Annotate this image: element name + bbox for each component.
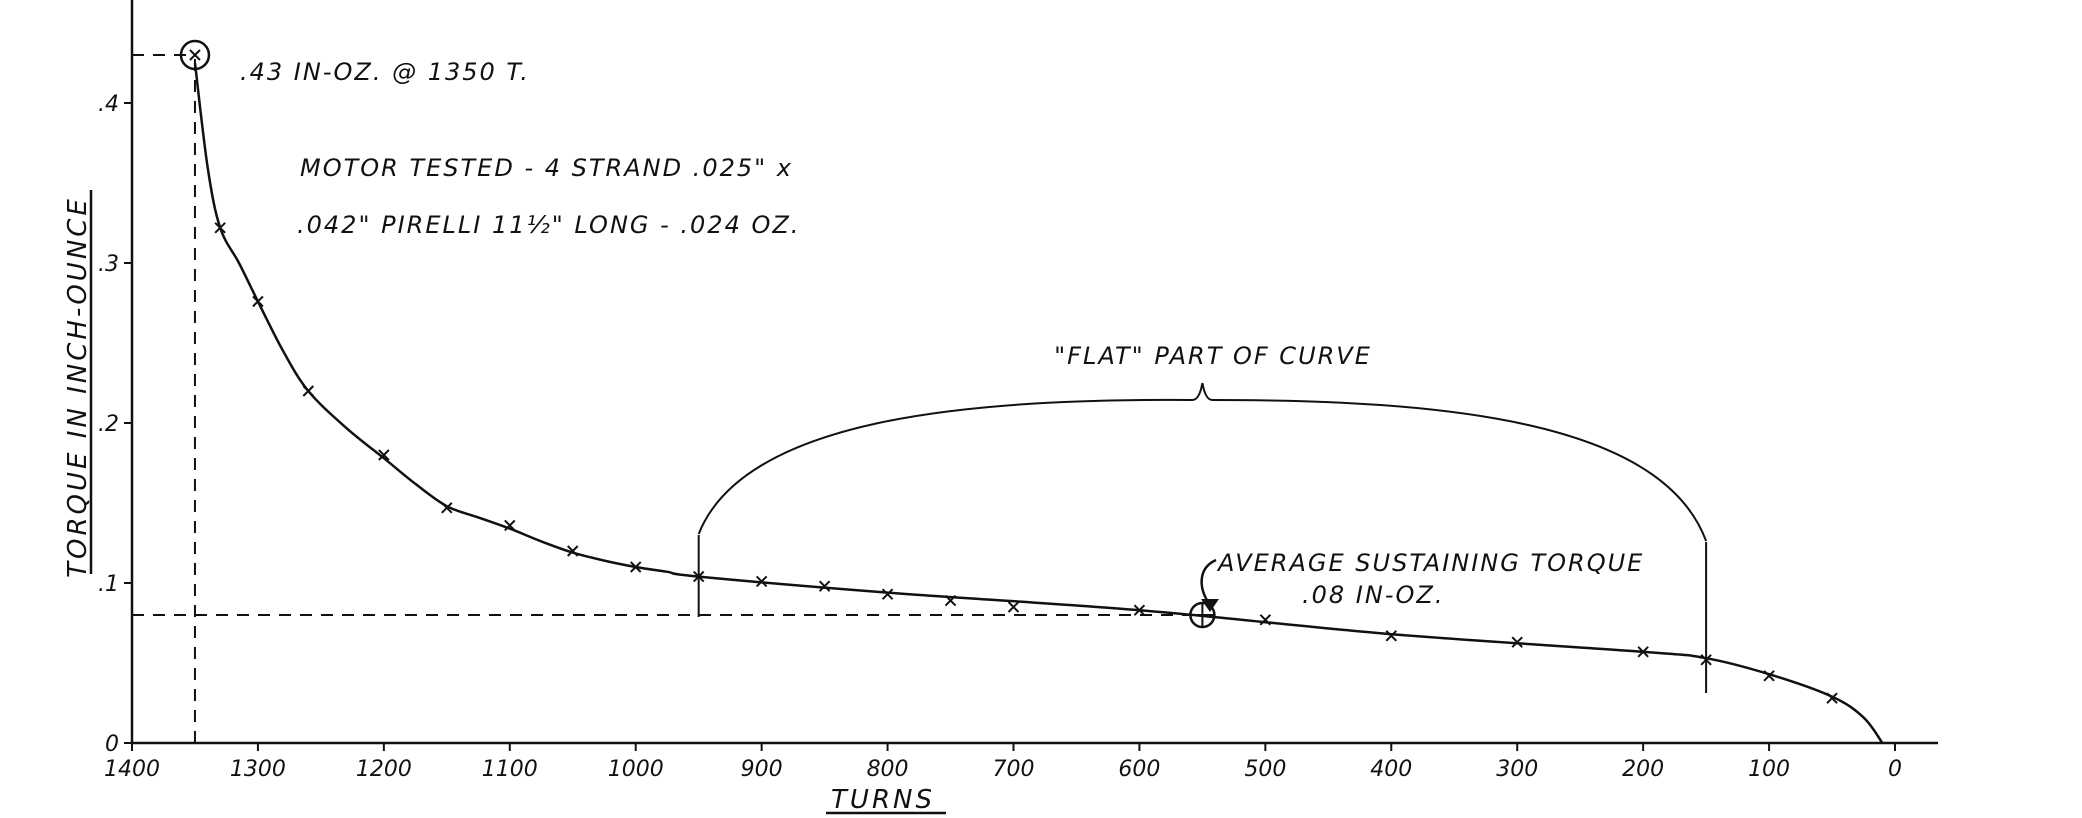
data-point [1133,604,1146,616]
motor-spec-line-1: MOTOR TESTED - 4 STRAND .025" x [300,154,793,182]
y-tick-label: 0 [105,732,119,757]
torque-curve [193,62,1884,744]
reference-lines [132,54,1203,743]
data-point [504,519,516,532]
y-tick-label: .2 [98,412,119,437]
average-torque-value: .08 IN-OZ. [1302,581,1444,609]
x-tick-label: 1400 [104,757,160,782]
data-points [179,39,1838,704]
flat-region-brace [697,382,1708,693]
average-torque-label: AVERAGE SUSTAINING TORQUE [1216,549,1644,577]
data-point [189,49,201,61]
data-point [567,545,579,557]
data-point [1511,636,1523,648]
x-tick-label: 800 [867,757,909,782]
peak-marker-circle [179,39,211,71]
x-tick-label: 1300 [230,757,286,782]
data-point [1385,630,1397,642]
average-torque-arrowhead [1201,599,1219,612]
torque-curve-layer [193,62,1884,744]
x-tick-label: 400 [1370,757,1412,782]
x-tick-label: 500 [1244,757,1286,782]
x-tick-label: 1200 [356,757,412,782]
average-torque-arrow [1200,558,1217,606]
average-point-crosshair [1190,603,1215,627]
data-point [881,588,894,600]
axes [124,0,1938,751]
data-point [302,385,315,397]
data-point [378,449,390,461]
flat-region-label: "FLAT" PART OF CURVE [1054,342,1372,370]
data-point [214,222,226,234]
motor-spec-line-2: .042" PIRELLI 11½" LONG - .024 OZ. [297,211,800,239]
data-point [252,295,264,308]
data-point [630,561,642,573]
y-axis-title: TORQUE IN INCH-OUNCE [63,196,93,578]
data-point [441,502,453,514]
y-tick-label: .3 [98,252,119,277]
x-tick-label: 300 [1496,757,1538,782]
y-tick-label: .4 [98,92,119,117]
data-point [1826,692,1838,704]
data-point [944,594,957,607]
tick-labels: 1400 1300 1200 1100 1000 900 800 700 600 500 400 30… [98,92,1902,782]
x-tick-label: 600 [1118,757,1160,782]
x-axis-title: TURNS [831,785,935,815]
data-point [1763,670,1775,682]
x-tick-label: 700 [993,757,1035,782]
x-tick-label: 1000 [608,757,664,782]
data-point [1007,601,1020,613]
peak-annotation: .43 IN-OZ. @ 1350 T. [240,58,530,86]
x-tick-label: 900 [741,757,783,782]
x-tick-label: 200 [1622,757,1664,782]
x-tick-label: 1100 [482,757,538,782]
y-tick-label: .1 [98,572,119,597]
data-point [1637,646,1649,658]
x-tick-label: 0 [1888,757,1902,782]
data-point [755,575,768,588]
flat-region-brace-curve [697,382,1708,542]
data-point [818,580,831,592]
x-tick-label: 100 [1748,757,1790,782]
data-point [1259,614,1272,626]
